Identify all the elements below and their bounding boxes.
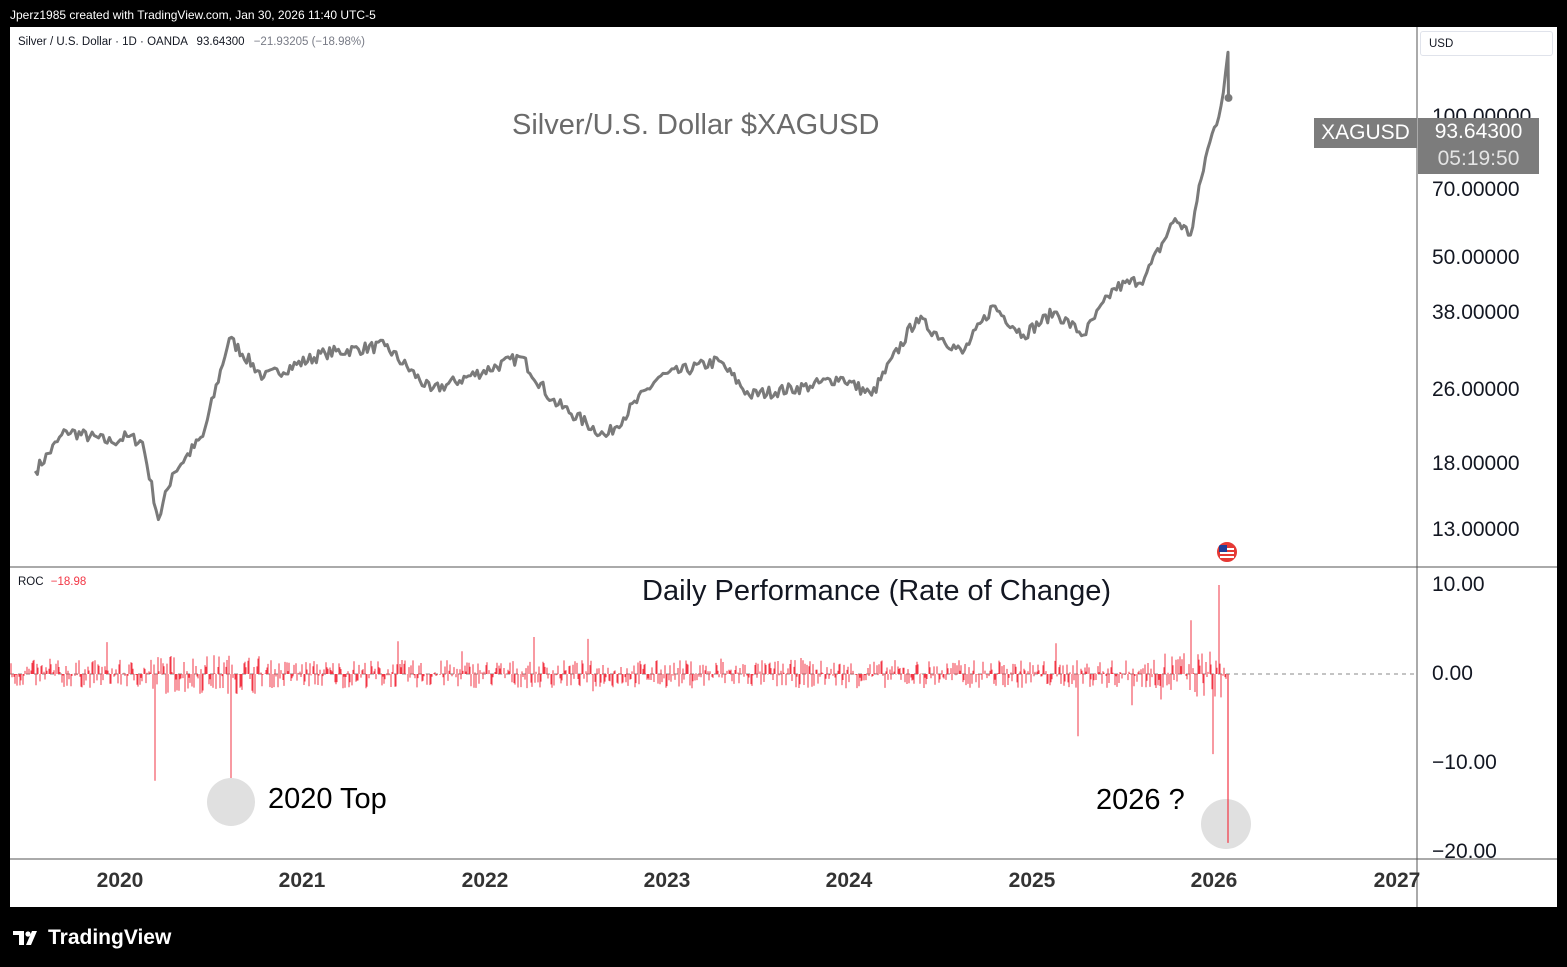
price-chart-title: Silver/U.S. Dollar $XAGUSD [512, 109, 880, 141]
footer-brand-name: TradingView [48, 926, 172, 949]
price-axis-label: 26.00000 [1432, 378, 1520, 401]
time-axis-label: 2024 [825, 869, 873, 892]
currency-selector[interactable]: USD [1420, 31, 1553, 56]
us-flag-event-icon[interactable] [1216, 541, 1238, 563]
last-price-dot [1224, 93, 1233, 102]
tradingview-logo-icon [13, 931, 37, 945]
price-axis-label: 38.00000 [1432, 301, 1520, 324]
time-axis-label: 2025 [1008, 869, 1056, 892]
annotation-2026: 2026 ? [1096, 784, 1185, 816]
price-axis-label: 70.00000 [1432, 178, 1520, 201]
last-price-tag: 93.64300 05:19:50 [1418, 118, 1539, 174]
symbol-legend[interactable]: Silver / U.S. Dollar · 1D · OANDA 93.643… [18, 36, 365, 48]
roc-bars [10, 585, 1229, 843]
roc-axis-label: −20.00 [1432, 840, 1497, 863]
chart-canvas[interactable] [10, 27, 1557, 907]
time-axis-label: 2023 [643, 869, 691, 892]
price-axis-label: 18.00000 [1432, 452, 1520, 475]
time-axis-label: 2027 [1373, 869, 1421, 892]
annotation-circle-2020 [207, 778, 255, 826]
time-axis-label: 2026 [1190, 869, 1238, 892]
roc-axis-label: −10.00 [1432, 751, 1497, 774]
time-axis-label: 2021 [278, 869, 326, 892]
pane-borders [10, 27, 1557, 907]
symbol-price-tag: XAGUSD [1314, 118, 1417, 148]
roc-label-value: −18.98 [50, 576, 87, 588]
price-series [33, 50, 1230, 522]
price-axis-label: 50.00000 [1432, 246, 1520, 269]
last-price-value: 93.64300 [1434, 120, 1523, 143]
chart-frame[interactable]: Silver / U.S. Dollar · 1D · OANDA 93.643… [10, 27, 1557, 907]
chart-credit: Jperz1985 created with TradingView.com, … [10, 8, 376, 22]
price-line [33, 50, 1230, 522]
roc-axis-label: 10.00 [1432, 573, 1485, 596]
roc-axis-label: 0.00 [1432, 662, 1473, 685]
annotation-circle-2026 [1201, 799, 1251, 849]
roc-label-name: ROC [18, 576, 44, 588]
symbol-change: −21.93205 (−18.98%) [253, 36, 365, 48]
symbol-name: Silver / U.S. Dollar · 1D · OANDA [18, 36, 188, 48]
time-axis-label: 2020 [96, 869, 144, 892]
footer-brand[interactable]: TradingView [12, 926, 171, 950]
bar-countdown: 05:19:50 [1437, 147, 1520, 170]
annotation-2020-top: 2020 Top [268, 783, 387, 815]
time-axis-label: 2022 [461, 869, 509, 892]
roc-chart-title: Daily Performance (Rate of Change) [642, 575, 1112, 607]
roc-legend[interactable]: ROC −18.98 [18, 576, 86, 588]
symbol-price: 93.64300 [196, 36, 245, 48]
price-axis-label: 13.00000 [1432, 518, 1520, 541]
